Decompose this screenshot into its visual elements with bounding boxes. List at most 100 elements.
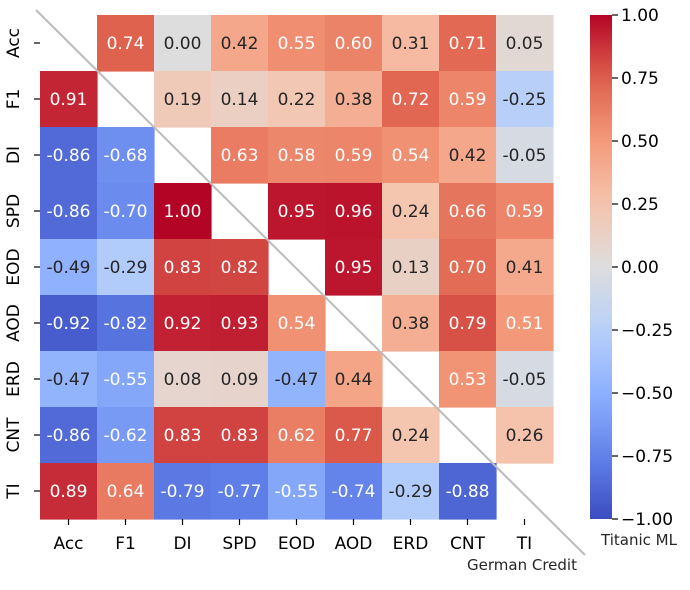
heatmap-cell-DI-Acc	[40, 127, 98, 184]
heatmap-cell-F1-TI	[496, 71, 554, 128]
y-tick-label-CNT: CNT	[4, 417, 24, 453]
cell-value-Acc-F1: 0.74	[107, 34, 145, 54]
cell-value-TI-Acc: 0.89	[50, 482, 88, 502]
cell-value-CNT-Acc: -0.86	[47, 426, 91, 446]
cell-value-TI-ERD: -0.29	[389, 482, 433, 502]
diagonal-separator	[35, 9, 586, 556]
cell-value-ERD-DI: 0.08	[164, 370, 202, 390]
heatmap-cells	[40, 15, 554, 520]
cell-value-AOD-Acc: -0.92	[47, 314, 91, 334]
heatmap-cell-AOD-TI	[496, 295, 554, 352]
heatmap-cell-F1-Acc	[40, 71, 98, 128]
cell-value-ERD-CNT: 0.53	[449, 370, 487, 390]
cell-value-EOD-Acc: -0.49	[47, 258, 91, 278]
cell-value-F1-AOD: 0.38	[335, 90, 373, 110]
heatmap-cell-DI-ERD	[382, 127, 440, 184]
heatmap-cell-ERD-F1	[97, 351, 155, 408]
cell-value-DI-CNT: 0.42	[449, 146, 487, 166]
cell-value-SPD-F1: -0.70	[104, 202, 148, 222]
cell-annotations: 0.74 0.00 0.42 0.55 0.60 0.31 0.71 0.05 0.91 0.19…	[47, 34, 547, 502]
cell-value-DI-ERD: 0.54	[392, 146, 430, 166]
heatmap-cell-Acc-CNT	[439, 15, 497, 72]
heatmap-cell-TI-Acc	[40, 463, 98, 520]
cell-value-TI-SPD: -0.77	[218, 482, 262, 502]
heatmap-cell-EOD-SPD	[211, 239, 269, 296]
cell-value-CNT-TI: 0.26	[506, 426, 544, 446]
heatmap-cell-AOD-EOD	[268, 295, 326, 352]
cell-value-ERD-F1: -0.55	[104, 370, 148, 390]
cell-value-F1-ERD: 0.72	[392, 90, 430, 110]
heatmap-cell-SPD-AOD	[325, 183, 383, 240]
heatmap-cell-AOD-F1	[97, 295, 155, 352]
heatmap-cell-TI-AOD	[325, 463, 383, 520]
heatmap-cell-EOD-ERD	[382, 239, 440, 296]
heatmap-cell-DI-F1	[97, 127, 155, 184]
cell-value-AOD-TI: 0.51	[506, 314, 544, 334]
x-tick-label-EOD: EOD	[278, 534, 315, 554]
heatmap-cell-SPD-Acc	[40, 183, 98, 240]
heatmap-cell-SPD-ERD	[382, 183, 440, 240]
cell-value-DI-F1: -0.68	[104, 146, 148, 166]
heatmap-cell-DI-CNT	[439, 127, 497, 184]
heatmap-cell-CNT-ERD	[382, 407, 440, 464]
cell-value-DI-TI: -0.05	[503, 146, 547, 166]
heatmap-cell-Acc-DI	[154, 15, 212, 72]
cell-value-AOD-F1: -0.82	[104, 314, 148, 334]
heatmap-cell-SPD-EOD	[268, 183, 326, 240]
heatmap-cell-DI-SPD	[211, 127, 269, 184]
heatmap-cell-DI-EOD	[268, 127, 326, 184]
heatmap-cell-ERD-DI	[154, 351, 212, 408]
heatmap-cell-F1-SPD	[211, 71, 269, 128]
cell-value-CNT-SPD: 0.83	[221, 426, 259, 446]
heatmap-cell-Acc-TI	[496, 15, 554, 72]
heatmap-cell-SPD-F1	[97, 183, 155, 240]
colorbar-tick-label: 1.00	[621, 6, 659, 26]
cell-value-SPD-CNT: 0.66	[449, 202, 487, 222]
heatmap-cell-Acc-AOD	[325, 15, 383, 72]
cell-value-CNT-ERD: 0.24	[392, 426, 430, 446]
heatmap-cell-CNT-TI	[496, 407, 554, 464]
cell-value-DI-EOD: 0.58	[278, 146, 316, 166]
x-tick-label-ERD: ERD	[393, 534, 429, 554]
x-tick-label-F1: F1	[115, 534, 136, 554]
colorbar-tick-label: −0.25	[621, 321, 673, 341]
heatmap-cell-AOD-SPD	[211, 295, 269, 352]
y-tick-label-Acc: Acc	[4, 28, 24, 58]
heatmap-cell-EOD-CNT	[439, 239, 497, 296]
heatmap-cell-CNT-EOD	[268, 407, 326, 464]
y-tick-label-AOD: AOD	[4, 304, 24, 342]
cell-value-SPD-AOD: 0.96	[335, 202, 373, 222]
cell-value-SPD-DI: 1.00	[164, 202, 202, 222]
cell-value-CNT-DI: 0.83	[164, 426, 202, 446]
cell-value-EOD-SPD: 0.82	[221, 258, 259, 278]
colorbar-tick-label: −1.00	[621, 510, 673, 530]
heatmap-cell-DI-TI	[496, 127, 554, 184]
cell-value-SPD-TI: 0.59	[506, 202, 544, 222]
y-tick-label-ERD: ERD	[4, 361, 24, 397]
heatmap-cell-TI-DI	[154, 463, 212, 520]
lower-triangle-label: German Credit	[467, 556, 577, 574]
heatmap-cell-ERD-EOD	[268, 351, 326, 408]
heatmap-cell-F1-AOD	[325, 71, 383, 128]
heatmap-cell-CNT-SPD	[211, 407, 269, 464]
heatmap-cell-CNT-F1	[97, 407, 155, 464]
y-tick-label-DI: DI	[4, 146, 24, 164]
cell-value-F1-TI: -0.25	[503, 90, 547, 110]
cell-value-TI-AOD: -0.74	[332, 482, 376, 502]
cell-value-Acc-TI: 0.05	[506, 34, 544, 54]
cell-value-AOD-CNT: 0.79	[449, 314, 487, 334]
heatmap-cell-SPD-DI	[154, 183, 212, 240]
heatmap-cell-TI-EOD	[268, 463, 326, 520]
heatmap-cell-CNT-DI	[154, 407, 212, 464]
colorbar-tick-label: 0.25	[621, 195, 659, 215]
cell-value-SPD-Acc: -0.86	[47, 202, 91, 222]
y-tick-label-TI: TI	[4, 483, 24, 499]
heatmap-cell-Acc-EOD	[268, 15, 326, 72]
cell-value-AOD-ERD: 0.38	[392, 314, 430, 334]
y-tick-label-SPD: SPD	[4, 194, 24, 228]
heatmap-cell-F1-ERD	[382, 71, 440, 128]
cell-value-EOD-CNT: 0.70	[449, 258, 487, 278]
cell-value-F1-CNT: 0.59	[449, 90, 487, 110]
cell-value-TI-CNT: -0.88	[446, 482, 490, 502]
cell-value-F1-EOD: 0.22	[278, 90, 316, 110]
